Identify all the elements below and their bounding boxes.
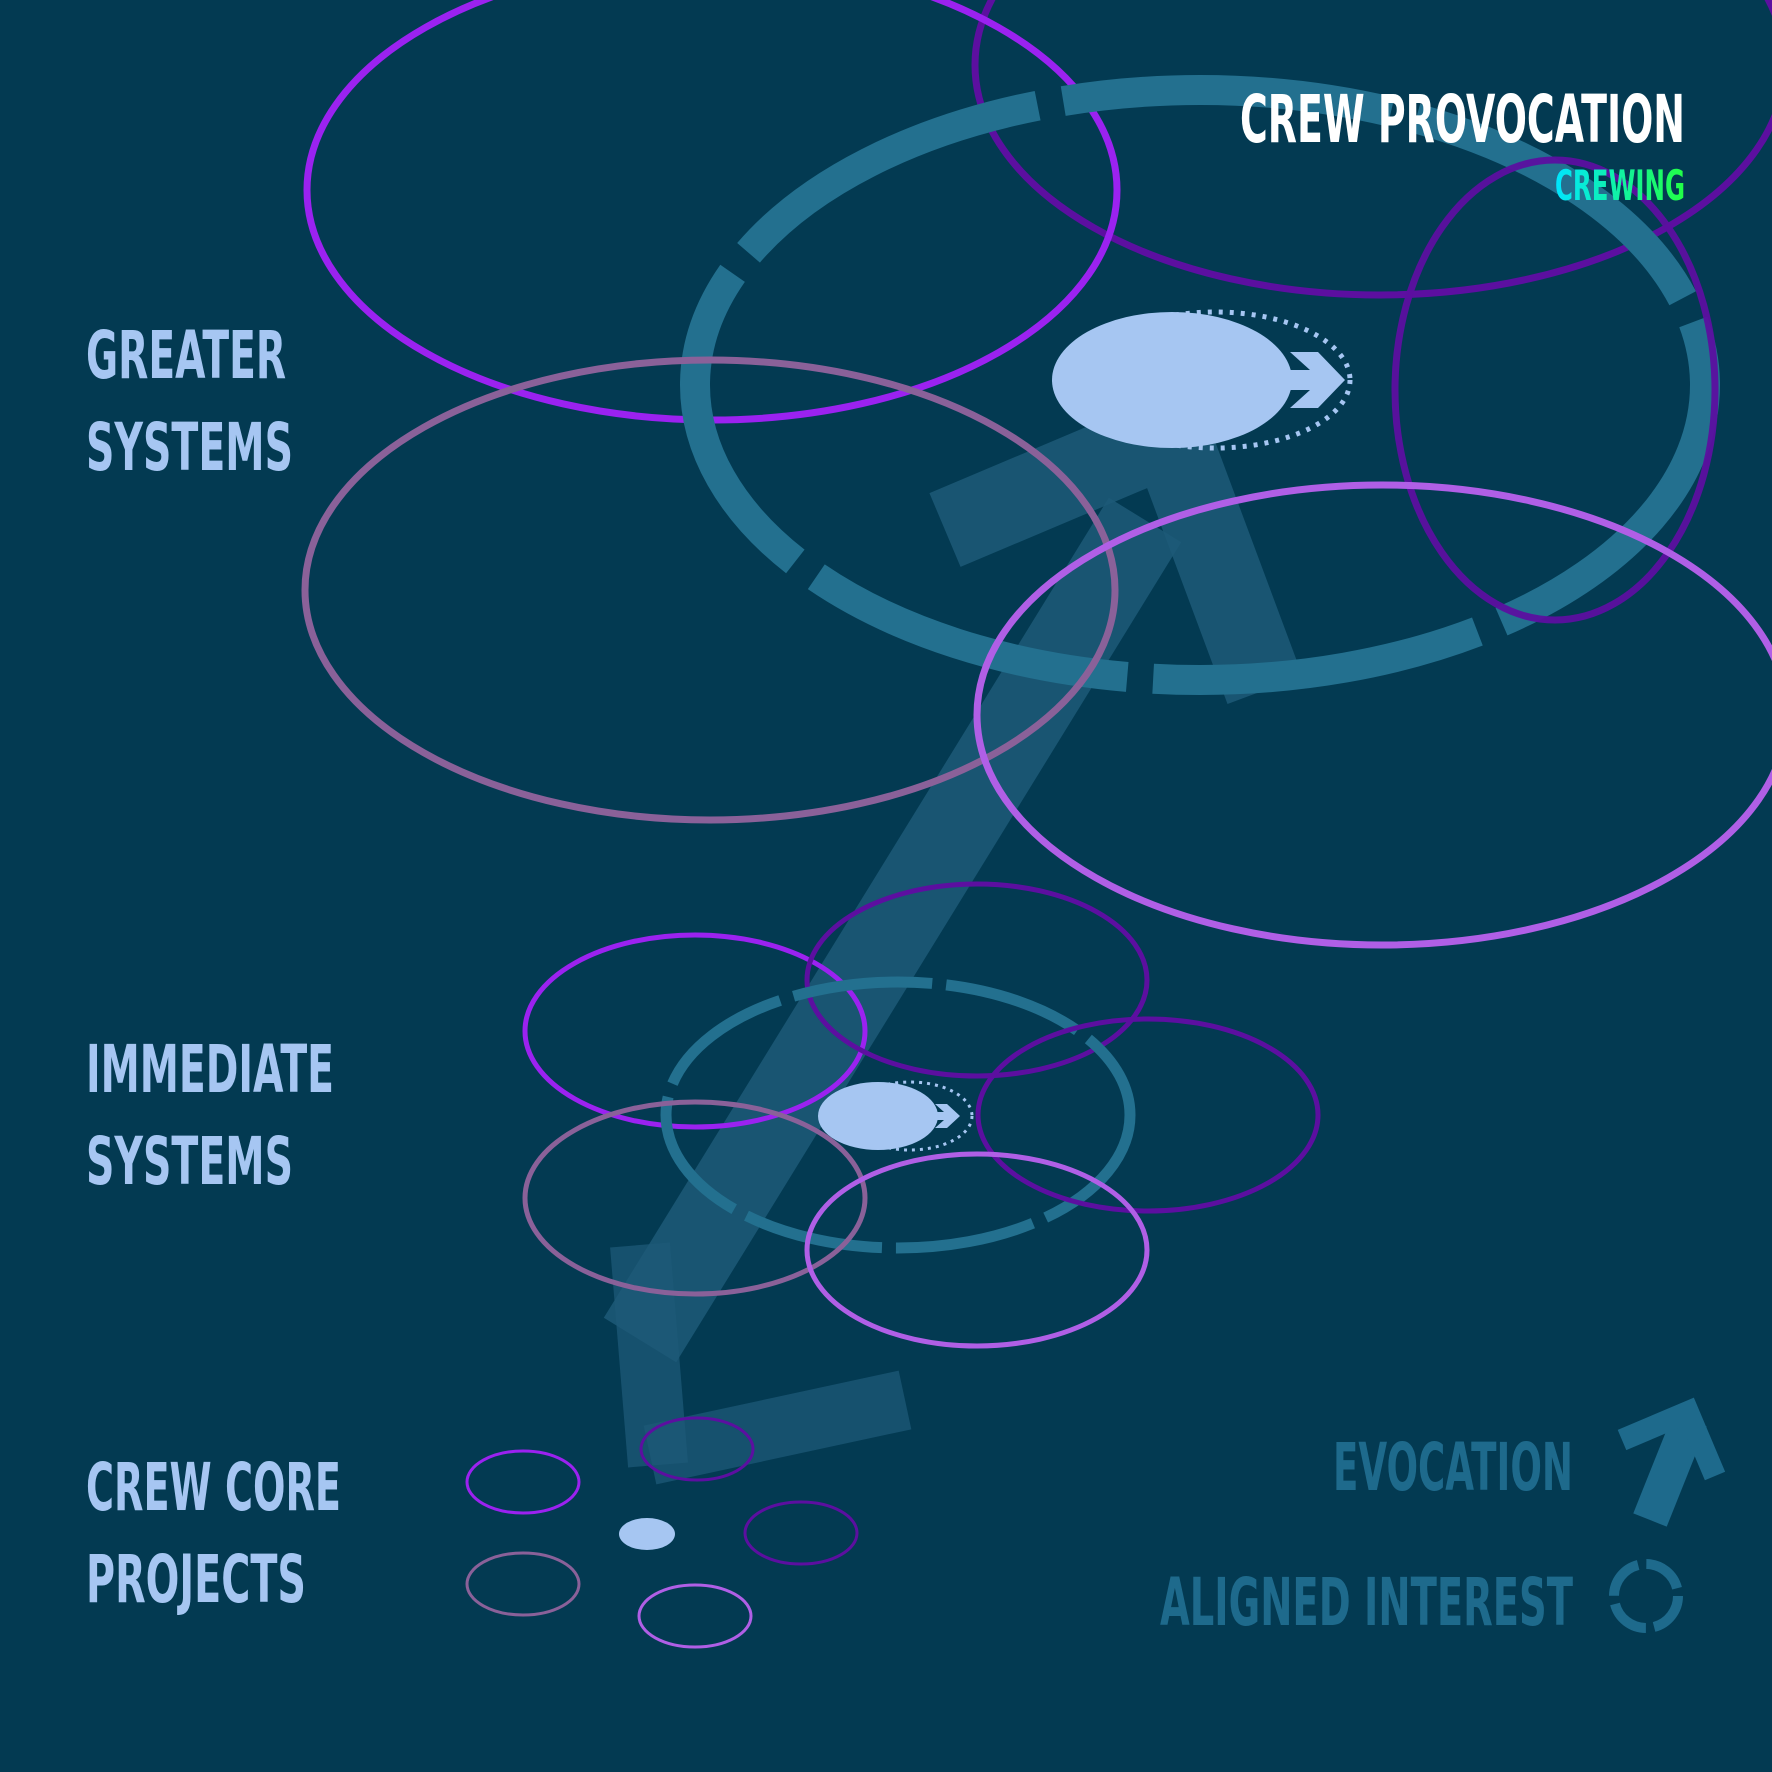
immediate-focus [818, 1080, 974, 1152]
core-focus-dot [619, 1518, 675, 1550]
legend-evocation-label: EVOCATION [1333, 1429, 1573, 1506]
immediate-ring-violet-bright [522, 932, 868, 1130]
core-ring-violet-bright [465, 1449, 581, 1515]
tier-label-greater-line1: GREATER [86, 317, 286, 394]
greater-ring-lavender [973, 481, 1772, 949]
greater-focus-halo [1077, 309, 1353, 451]
greater-ring-mauve [301, 356, 1119, 824]
tier-label-core-line1: CREW CORE [86, 1449, 341, 1526]
greater-systems-layer [301, 0, 1772, 949]
immediate-ring-violet-dark-top [804, 881, 1150, 1079]
arrow-up-right-icon [1617, 1397, 1726, 1527]
core-ring-violet-dark-right [743, 1500, 859, 1566]
tier-label-immediate-line2: SYSTEMS [86, 1123, 293, 1200]
immediate-focus-dot [818, 1082, 938, 1150]
immediate-ring-mauve [522, 1099, 868, 1297]
immediate-systems-layer [522, 881, 1321, 1349]
legend-aligned-interest-label: ALIGNED INTEREST [1160, 1564, 1573, 1641]
core-ring-mauve [465, 1551, 581, 1617]
greater-aligned-interest-ring [680, 75, 1720, 695]
core-ring-lavender [637, 1583, 753, 1649]
tier-label-core-line2: PROJECTS [86, 1541, 306, 1618]
core-projects-layer [465, 1416, 859, 1649]
dashed-ring-icon [1609, 1559, 1683, 1633]
tier-label-greater-line2: SYSTEMS [86, 409, 293, 486]
chevron-right-icon [928, 1104, 960, 1128]
immediate-ring-violet-dark-right [975, 1016, 1321, 1214]
chevron-right-icon [1274, 352, 1345, 408]
greater-ring-violet-dark [971, 0, 1772, 299]
immediate-aligned-interest-ring [660, 976, 1136, 1254]
title: CREW PROVOCATION [1240, 81, 1685, 158]
greater-focus-dot [1052, 312, 1292, 448]
legend: EVOCATION ALIGNED INTEREST [1160, 1397, 1726, 1641]
tier-labels: GREATER SYSTEMS IMMEDIATE SYSTEMS CREW C… [86, 317, 341, 1618]
tier-label-immediate-line1: IMMEDIATE [86, 1031, 334, 1108]
core-ring-violet-dark-top [639, 1416, 755, 1482]
greater-ring-violet-right [1391, 156, 1719, 624]
greater-focus [1052, 309, 1353, 451]
subtitle: CREWING [1555, 161, 1685, 210]
immediate-ring-lavender [804, 1151, 1150, 1349]
